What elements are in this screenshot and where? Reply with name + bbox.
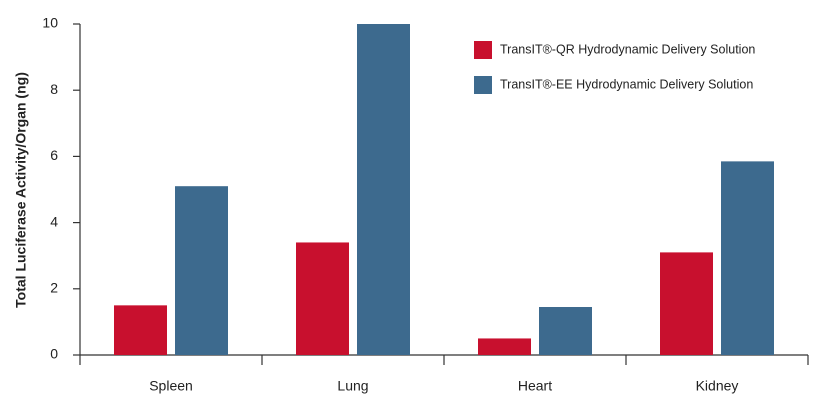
legend-swatch [474, 76, 492, 94]
y-tick-label: 2 [50, 280, 58, 296]
bar [357, 24, 410, 355]
bar [114, 305, 167, 355]
y-tick-label: 6 [50, 147, 58, 163]
bar [478, 338, 531, 355]
legend-swatch [474, 41, 492, 59]
bar [721, 161, 774, 355]
legend-label: TransIT®-EE Hydrodynamic Delivery Soluti… [500, 77, 753, 91]
bar [660, 252, 713, 355]
y-tick-label: 4 [50, 213, 58, 229]
y-tick-label: 8 [50, 81, 58, 97]
x-tick-label: Spleen [149, 378, 193, 394]
legend-label: TransIT®-QR Hydrodynamic Delivery Soluti… [500, 42, 755, 56]
x-tick-label: Lung [337, 378, 368, 394]
x-tick-label: Heart [518, 378, 552, 394]
y-tick-label: 0 [50, 346, 58, 362]
bar [175, 186, 228, 355]
bar [539, 307, 592, 355]
x-tick-label: Kidney [696, 378, 739, 394]
bar [296, 242, 349, 355]
y-tick-label: 10 [42, 15, 58, 31]
y-axis-label: Total Luciferase Activity/Organ (ng) [13, 72, 29, 308]
